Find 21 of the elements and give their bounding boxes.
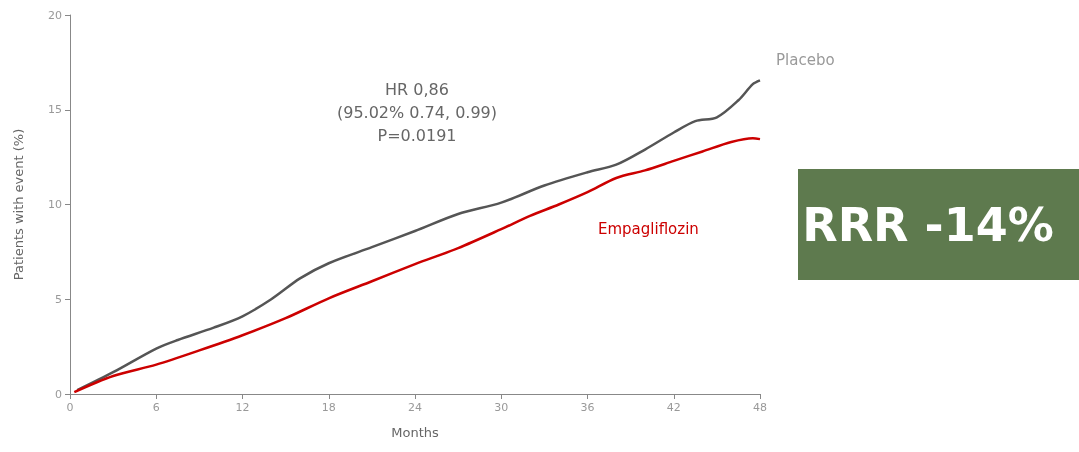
x-tick-label: 18 xyxy=(321,401,336,414)
x-tick-label: 12 xyxy=(235,401,250,414)
series-label: Placebo xyxy=(776,51,835,70)
y-axis-title: Patients with event (%) xyxy=(11,128,26,281)
series-label: Empagliflozin xyxy=(598,220,699,239)
y-tick-label: 5 xyxy=(55,292,62,306)
x-tick-label: 42 xyxy=(666,401,681,414)
y-tick-label: 15 xyxy=(48,103,62,117)
line-series xyxy=(75,79,762,392)
x-tick-label: 6 xyxy=(152,401,160,414)
annotation: HR 0,86 (95.02% 0.74, 0.99) P=0.0191 xyxy=(337,80,497,145)
x-tick-label: 0 xyxy=(66,401,74,414)
y-tick-label: 0 xyxy=(55,387,62,401)
y-tick-label: 20 xyxy=(48,8,62,22)
x-tick-label: 36 xyxy=(580,401,595,414)
y-tick-label: 10 xyxy=(48,198,62,211)
x-tick-label: 24 xyxy=(408,401,422,414)
x-axis-title: Months xyxy=(391,425,439,440)
text: RRR -14% xyxy=(802,198,1054,252)
x-tick-label: 30 xyxy=(494,401,509,414)
x-tick-label: 48 xyxy=(753,401,767,414)
